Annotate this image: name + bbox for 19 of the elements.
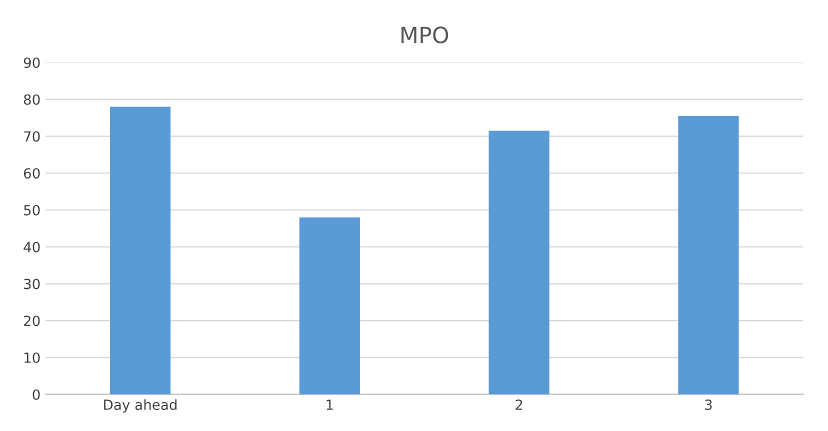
y-tick-label: 90 <box>24 57 40 68</box>
bar <box>488 130 550 394</box>
y-tick-label: 70 <box>24 131 40 142</box>
y-tick-label: 40 <box>24 242 40 252</box>
y-tick-label: 60 <box>24 168 40 179</box>
y-tick-label: 80 <box>24 94 40 105</box>
bar <box>110 106 171 394</box>
y-tick-label: 10 <box>24 352 40 363</box>
x-tick-label: 1 <box>326 400 333 410</box>
x-tick-label: Day ahead <box>104 399 176 413</box>
y-tick-label: 20 <box>24 316 40 326</box>
chart-title: MPO <box>402 26 448 44</box>
bar <box>678 116 739 394</box>
y-tick-label: 50 <box>24 204 40 216</box>
y-tick-label: 30 <box>24 278 40 290</box>
x-tick-label: 2 <box>516 399 522 410</box>
x-tick-label: 3 <box>705 399 712 410</box>
y-tick-label: 0 <box>32 389 40 400</box>
bar <box>299 217 360 394</box>
